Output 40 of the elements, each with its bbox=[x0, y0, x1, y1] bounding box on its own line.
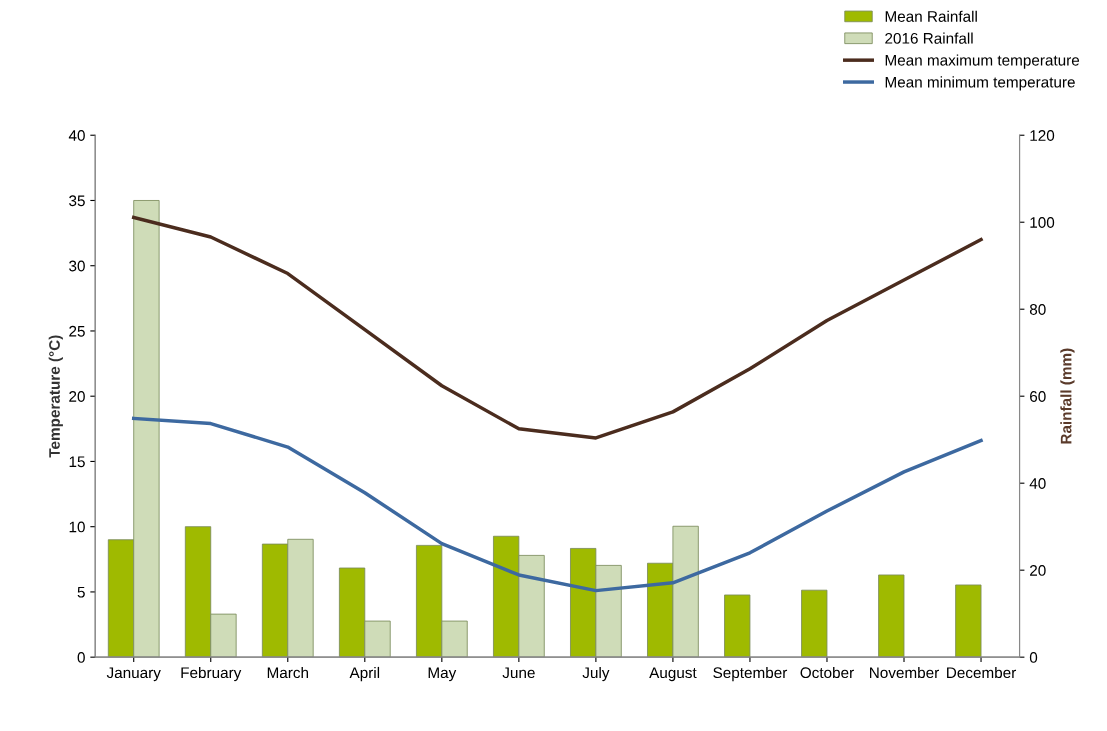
y2-tick-label: 0 bbox=[1029, 652, 1038, 663]
x-tick-label: February bbox=[181, 666, 242, 682]
y-tick-label: 35 bbox=[69, 195, 85, 207]
legend-label: Mean maximum temperature bbox=[885, 54, 1080, 69]
y2-axis-title: Rainfall (mm) bbox=[1060, 348, 1075, 444]
y2-tick-label: 60 bbox=[1030, 391, 1046, 402]
x-tick-label: June bbox=[502, 667, 535, 679]
x-tick-label: October bbox=[800, 666, 854, 679]
y-axis-title: Temperature (°C) bbox=[48, 335, 63, 458]
y2-tick-label: 80 bbox=[1029, 304, 1046, 315]
y-tick-label: 40 bbox=[68, 130, 85, 141]
y-tick-label: 30 bbox=[69, 260, 85, 272]
line-series bbox=[131, 416, 983, 593]
legend-label: Mean Rainfall bbox=[885, 10, 977, 22]
y2-tick-label: 120 bbox=[1030, 130, 1055, 141]
y-tick-label: 15 bbox=[69, 456, 85, 468]
y2-tick-label: 40 bbox=[1029, 478, 1046, 489]
y-tick-label: 5 bbox=[77, 586, 85, 598]
y-tick-label: 25 bbox=[69, 325, 85, 337]
x-tick-label: September bbox=[713, 666, 788, 682]
x-tick-label: December bbox=[947, 666, 1017, 679]
x-tick-label: April bbox=[349, 666, 380, 682]
bar bbox=[955, 584, 982, 658]
bar bbox=[724, 594, 751, 658]
legend-label: Mean minimum temperature bbox=[885, 76, 1075, 91]
bar bbox=[878, 574, 905, 658]
y-tick-label: 0 bbox=[77, 652, 85, 663]
line-series bbox=[131, 215, 983, 440]
y-tick-label: 10 bbox=[69, 521, 85, 533]
x-tick-label: July bbox=[582, 666, 610, 682]
y-tick-label: 20 bbox=[69, 391, 85, 402]
x-tick-label: May bbox=[428, 667, 457, 682]
x-tick-label: August bbox=[649, 667, 697, 682]
y2-tick-label: 100 bbox=[1030, 217, 1055, 228]
y2-tick-label: 20 bbox=[1030, 565, 1046, 576]
legend-label: 2016 Rainfall bbox=[885, 32, 973, 44]
x-tick-label: November bbox=[870, 666, 939, 679]
x-tick-label: March bbox=[267, 666, 309, 679]
bar bbox=[801, 589, 828, 658]
x-tick-label: January bbox=[106, 667, 161, 682]
